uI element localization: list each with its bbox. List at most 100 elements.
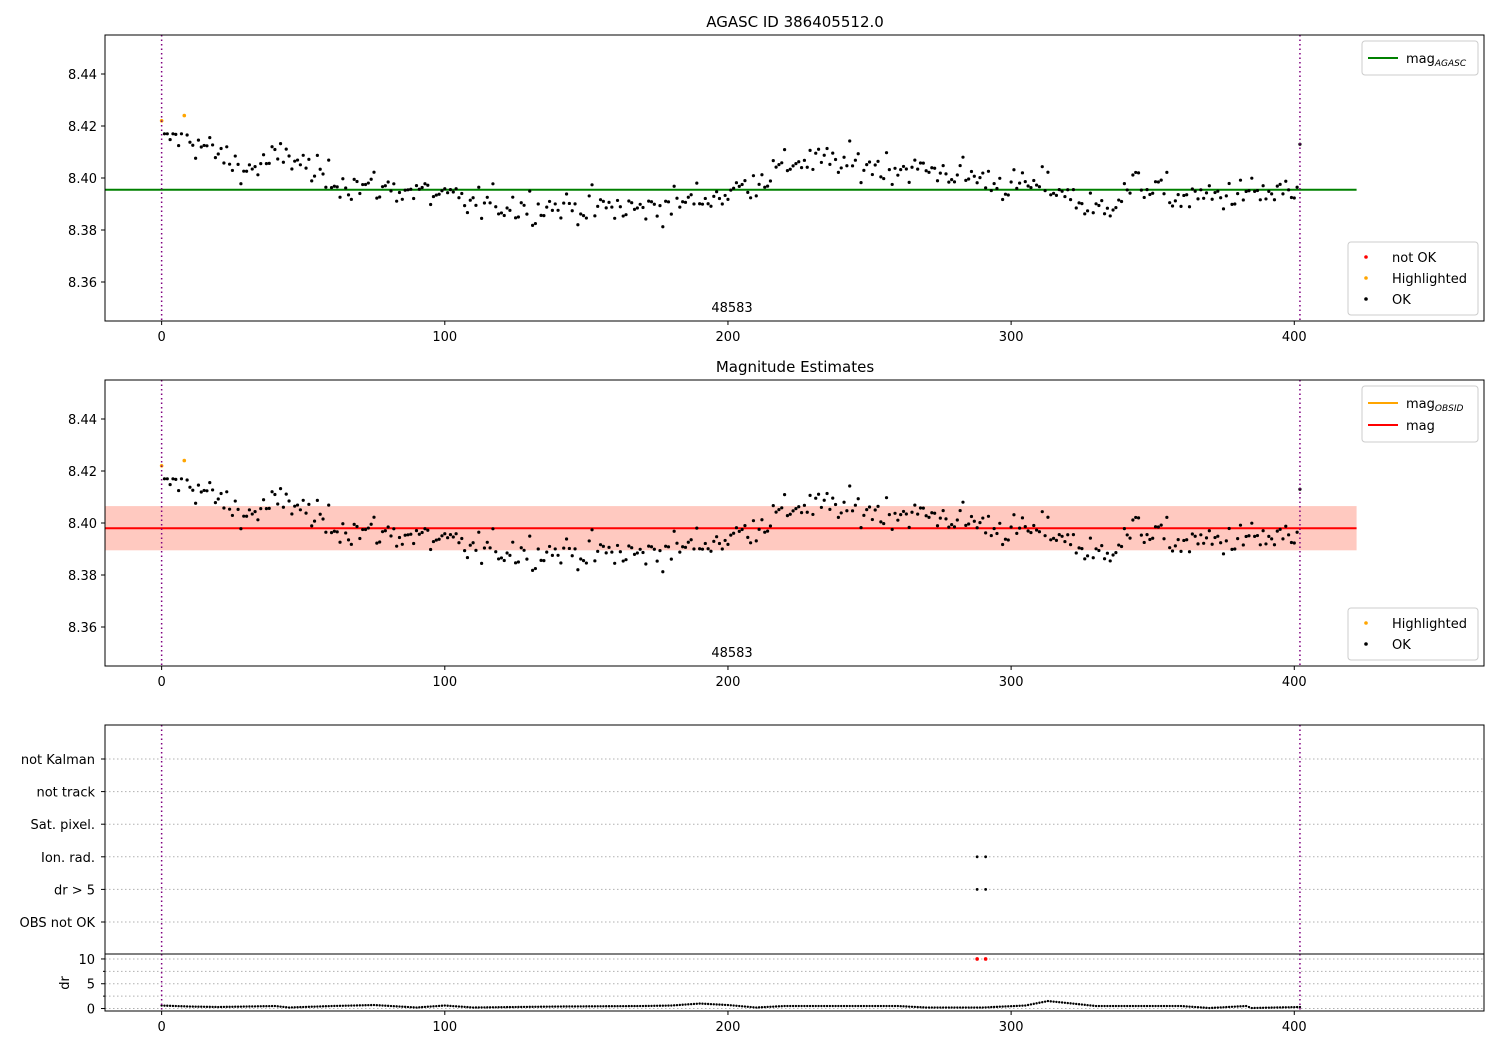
ok-point [927,515,931,519]
ok-point [1185,538,1189,542]
ok-point [502,213,506,218]
ok-point [318,512,322,516]
ok-point [598,198,603,202]
ok-point [278,487,283,491]
ok-point [1125,188,1129,192]
ok-point [669,212,673,216]
ok-point [539,558,543,562]
dr-point [259,1005,262,1008]
ok-point [981,171,985,175]
dr-point [440,1004,444,1007]
ok-point [610,205,614,209]
dr-point [961,1006,965,1009]
ok-point [845,509,849,513]
dr-point [228,1005,231,1009]
y-tick-label: 8.36 [68,621,97,636]
ok-point [791,509,795,513]
ok-point [1253,534,1257,538]
dr-point [1202,1006,1205,1009]
dr-point [545,1005,548,1008]
ok-point [712,539,716,543]
ok-point [703,541,707,546]
ok-point [839,166,843,170]
ok-point [1170,204,1175,208]
ok-point [205,144,209,148]
dr-point [1219,1006,1222,1009]
dr-point [321,1005,325,1008]
ok-point [596,549,600,553]
ok-point [1142,195,1146,200]
ok-point [443,532,447,536]
legend-point-swatch [1364,642,1368,646]
ok-point [550,208,554,212]
ok-point [819,505,824,510]
y-tick-label: 8.40 [68,517,97,532]
dr-point [1159,1004,1163,1008]
ok-point [944,517,948,521]
ok-point [785,514,790,518]
ok-point [559,216,563,220]
dr-point [214,1005,217,1009]
ok-point [270,490,274,494]
ok-point [227,162,232,166]
ok-point [488,201,492,205]
dr-point [1242,1004,1245,1008]
ok-point [896,518,900,522]
ok-point [882,176,886,181]
ok-point [496,212,501,216]
dr-point [950,1006,953,1009]
ok-point [1100,198,1104,203]
dr-point [1293,1005,1296,1009]
dr-point [200,1005,203,1008]
ok-point [1083,212,1087,216]
dr-point [1001,1005,1004,1008]
dr-point [183,1005,186,1008]
ok-point [570,209,574,213]
ok-point [1097,203,1101,208]
dr-point [664,1004,667,1007]
ok-point [921,506,925,510]
ok-point [355,524,359,529]
dr-point [548,1005,551,1008]
ok-point [729,188,733,192]
dr-point [1188,1005,1191,1008]
ok-point [380,530,385,534]
ok-point [375,196,379,200]
dr-point [1097,1004,1101,1008]
ok-point [981,516,985,520]
dr-point [330,1004,333,1008]
ok-point [451,535,455,539]
dr-point [511,1005,514,1009]
ok-point [1267,189,1271,193]
ok-point [250,512,254,516]
ok-point [1077,201,1081,205]
ok-point [751,174,756,178]
ok-point [1151,536,1155,540]
dr-point [633,1004,636,1008]
ok-point [904,167,908,171]
dr-point [486,1006,489,1009]
ok-point [437,192,441,196]
ok-point [528,189,532,193]
ok-point [689,193,693,197]
ok-point [522,203,526,207]
dr-point [823,1004,826,1008]
dr-point [420,1005,424,1009]
ok-point [431,539,436,544]
dr-point [375,1004,379,1007]
dr-point [1035,1002,1038,1005]
dr-point [871,1004,874,1008]
ok-point [819,160,824,165]
dr-point [497,1006,500,1009]
dr-point [1210,1006,1214,1010]
ok-point [525,212,529,216]
ok-point [811,512,815,517]
ok-point [1114,551,1118,555]
ok-point [567,201,571,206]
ok-point [474,548,478,552]
dr-point [469,1006,472,1009]
dr-point [522,1005,526,1009]
ok-point [491,527,495,531]
ok-point [749,541,753,545]
ok-point [564,192,569,196]
